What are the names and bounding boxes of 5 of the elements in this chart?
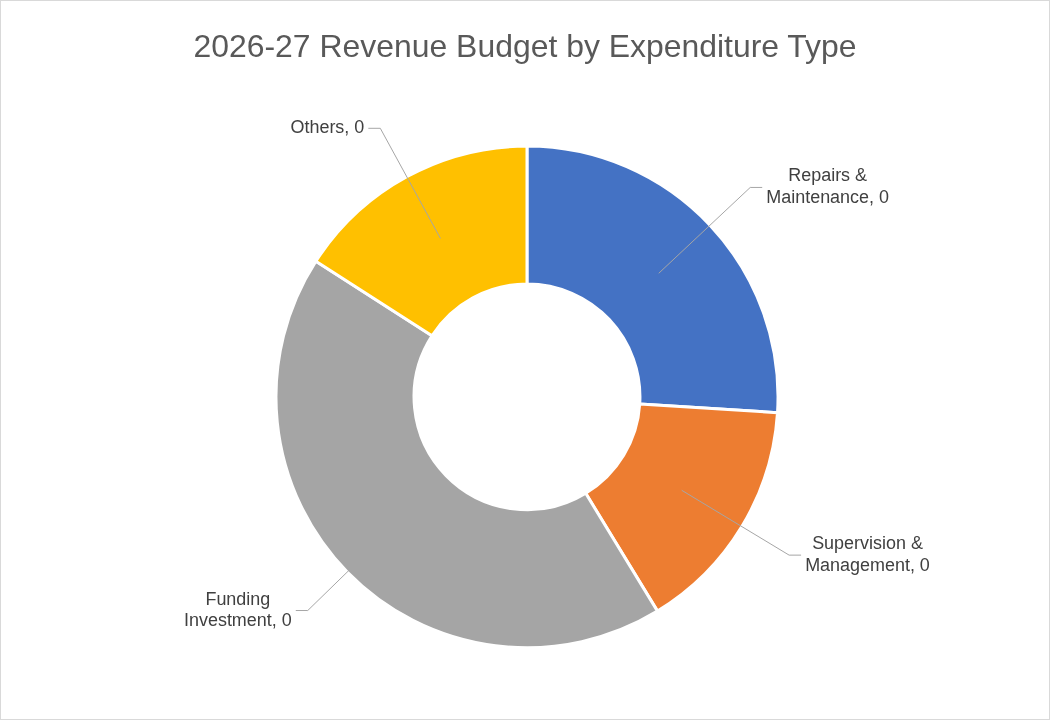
slice-label: Funding Investment, 0 — [183, 588, 292, 631]
chart-title: 2026-27 Revenue Budget by Expenditure Type — [193, 27, 857, 64]
slice-label: Others, 0 — [290, 117, 365, 138]
slice-label: Repairs & Maintenance, 0 — [766, 165, 890, 208]
slice-label: Supervision & Management, 0 — [805, 533, 930, 576]
